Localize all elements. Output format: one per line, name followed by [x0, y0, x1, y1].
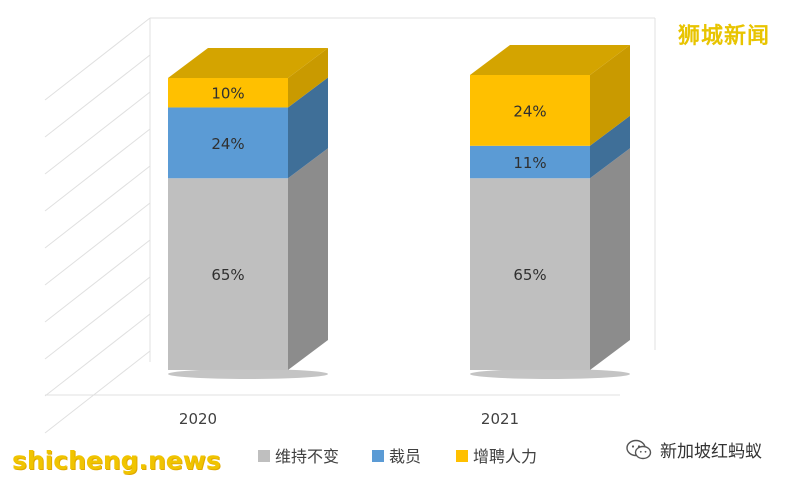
bar-shadow	[168, 369, 328, 379]
bar-segment-2020-裁员	[168, 107, 288, 179]
data-label-2021-增聘人力: 24%	[513, 102, 546, 120]
watermark-top-right: 狮城新闻	[678, 24, 771, 49]
bar-side-2020-裁员	[288, 77, 328, 179]
data-label-2020-裁员: 24%	[211, 135, 244, 153]
bar-segment-2021-维持不变	[470, 178, 590, 370]
bar-segment-2021-增聘人力	[470, 75, 590, 146]
grid-line	[44, 202, 151, 286]
grid-line	[44, 17, 151, 101]
watermark-bottom-left: shicheng.news	[12, 446, 221, 475]
bar-top-2020	[168, 47, 328, 78]
grid-lines	[44, 17, 656, 434]
legend-entry-增聘人力: 增聘人力	[473, 447, 537, 466]
bar-segment-2020-增聘人力	[168, 77, 288, 108]
bar-side-2021-裁员	[590, 115, 630, 179]
grid-line	[44, 276, 151, 360]
grid-line	[44, 165, 151, 249]
legend-entry-维持不变: 维持不变	[275, 447, 339, 466]
grid-line	[44, 91, 151, 175]
x-tick-label: 2021	[481, 410, 519, 428]
grid-line	[44, 350, 151, 434]
data-labels: 65% 24% 10% 65% 11% 24%	[211, 85, 546, 284]
bar-side-2021-增聘人力	[590, 45, 630, 146]
bars	[168, 45, 630, 379]
grid-line	[44, 313, 151, 397]
x-tick-label: 2020	[179, 410, 217, 428]
watermark-bottom-right-text: 新加坡红蚂蚁	[660, 442, 762, 462]
bar-side-2020-维持不变	[288, 148, 328, 370]
watermark-bottom-right: 新加坡红蚂蚁	[626, 437, 762, 462]
bar-side-2021-维持不变	[590, 148, 630, 370]
legend-swatch-裁员	[372, 450, 384, 462]
bar-top-2021	[470, 45, 630, 75]
grid-line	[44, 54, 151, 138]
bar-segment-2021-裁员	[470, 145, 590, 179]
bar-shadow	[470, 369, 630, 379]
legend-swatch-增聘人力	[456, 450, 468, 462]
data-label-2020-增聘人力: 10%	[211, 85, 244, 103]
wechat-icon	[626, 439, 652, 459]
legend-entry-裁员: 裁员	[389, 447, 421, 466]
x-axis-ticks: 2020 2021	[179, 410, 519, 428]
legend-swatch-维持不变	[258, 450, 270, 462]
data-label-2020-维持不变: 65%	[211, 266, 244, 284]
grid-line	[44, 128, 151, 212]
bar-segment-2020-维持不变	[168, 178, 288, 370]
data-label-2021-维持不变: 65%	[513, 266, 546, 284]
grid-line	[44, 239, 151, 323]
legend: 维持不变 裁员 增聘人力	[258, 447, 537, 466]
bar-side-2020-增聘人力	[288, 47, 328, 108]
data-label-2021-裁员: 11%	[513, 154, 546, 172]
